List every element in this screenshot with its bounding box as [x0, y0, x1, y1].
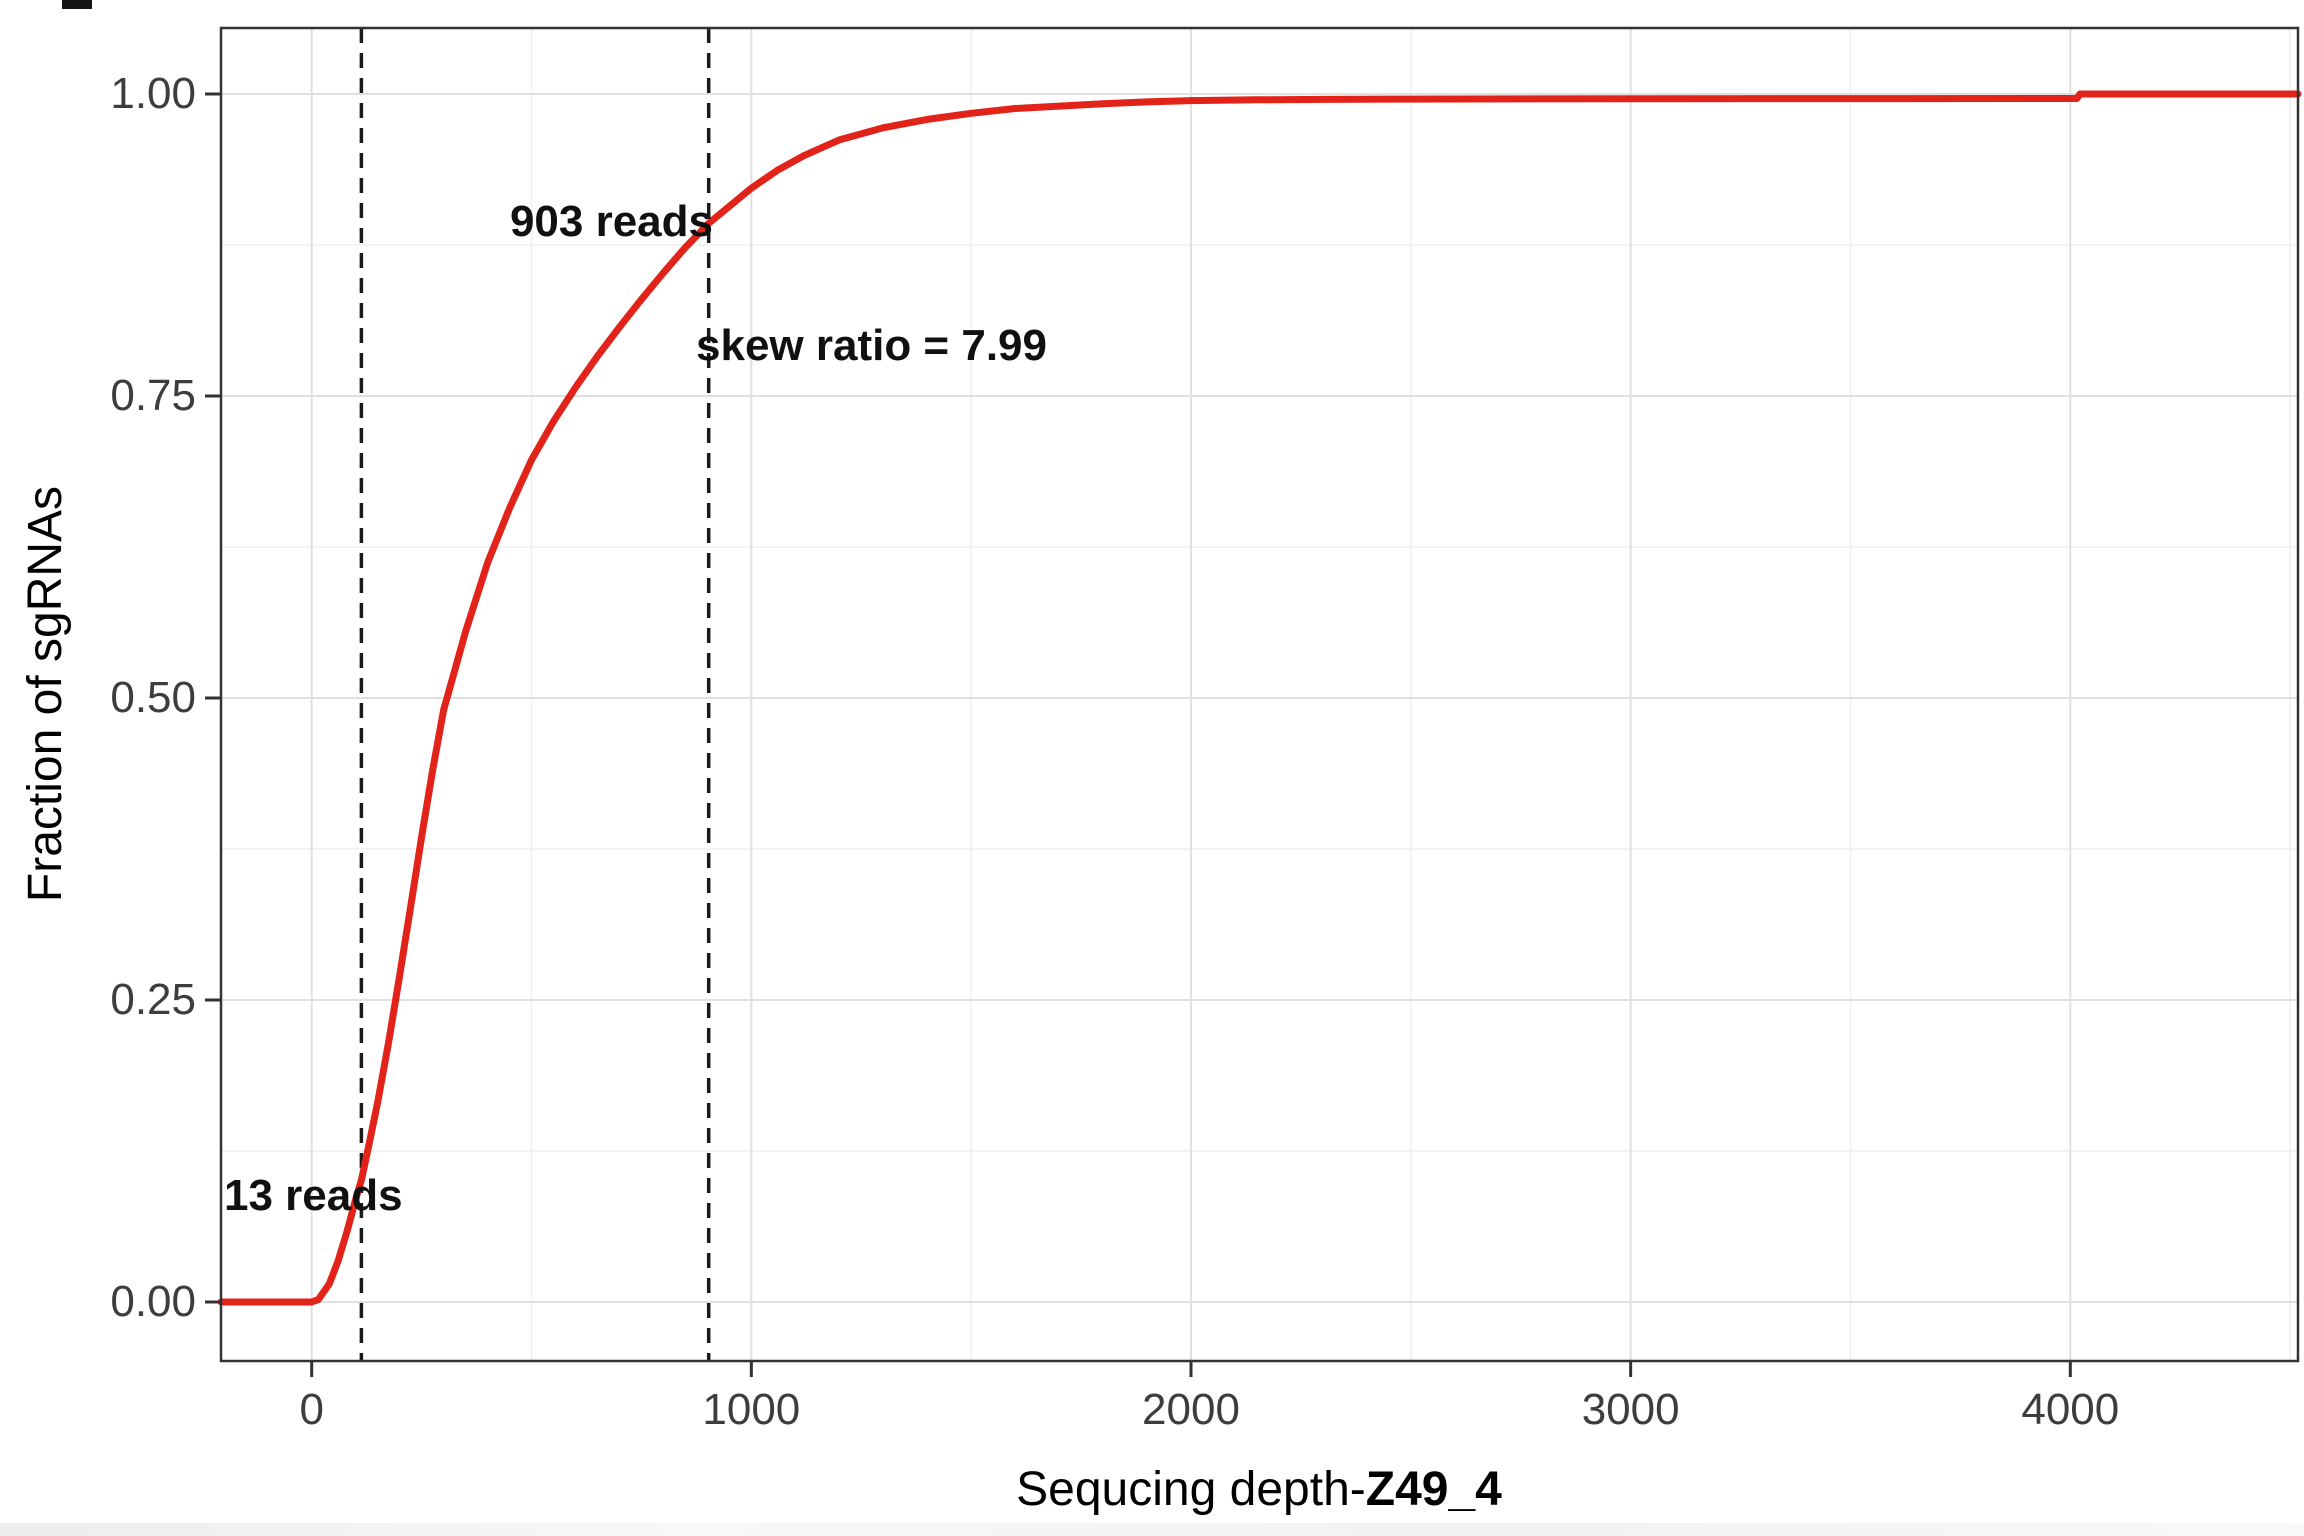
y-tick-label: 1.00	[110, 69, 196, 118]
x-tick-label: 1000	[702, 1385, 801, 1434]
annotation-903-reads: 903 reads	[509, 197, 713, 246]
y-tick-label: 0.50	[110, 673, 196, 722]
x-axis-title-sample-name: Z49_4	[1365, 1463, 1502, 1516]
x-tick-label: 0	[299, 1385, 324, 1434]
x-axis-title-text: Sequcing depth-	[1016, 1463, 1366, 1516]
x-tick-label: 3000	[1581, 1385, 1680, 1434]
screenshot-artifact-top-left	[62, 0, 92, 9]
screenshot-artifact-bottom-strip	[0, 1523, 2304, 1536]
annotation-13-reads: 13 reads	[224, 1171, 403, 1220]
y-tick-label: 0.25	[110, 975, 196, 1024]
annotation-skew-ratio: skew ratio = 7.99	[696, 321, 1047, 370]
plot-panel	[221, 28, 2298, 1361]
x-tick-label: 2000	[1142, 1385, 1240, 1434]
panel-border	[219, 26, 2300, 1363]
ecdf-curve	[217, 90, 2302, 1306]
y-tick-label: 0.00	[110, 1277, 196, 1326]
x-axis-title: Sequcing depth-Z49_4	[1016, 1466, 1502, 1514]
y-tick-label: 0.75	[110, 371, 196, 420]
y-axis-title: Fraction of sgRNAs	[19, 485, 72, 903]
x-tick-label: 4000	[2021, 1385, 2120, 1434]
